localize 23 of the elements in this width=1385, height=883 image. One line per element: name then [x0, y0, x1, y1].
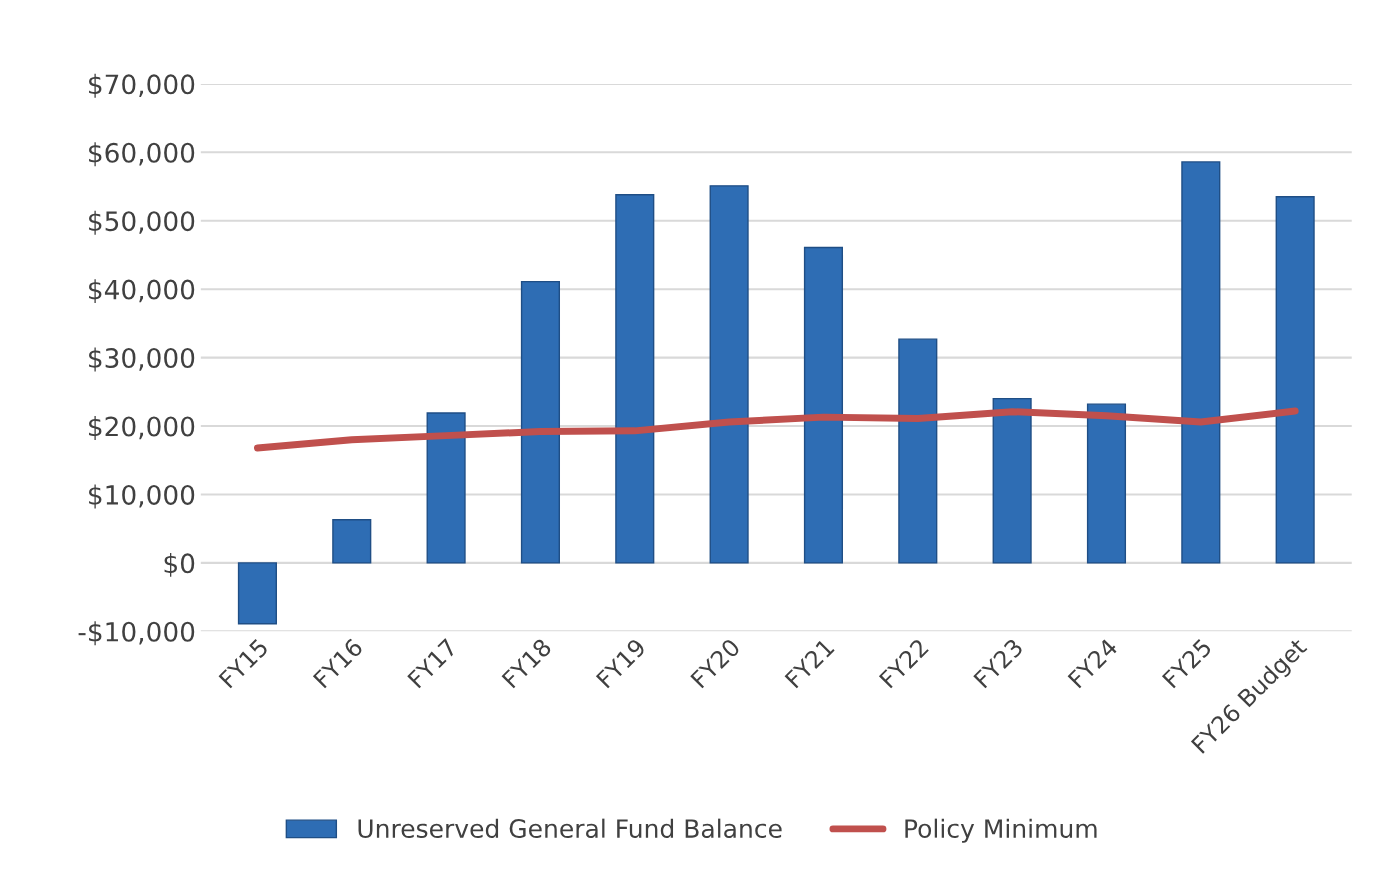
bar: [615, 194, 655, 564]
bar: [1086, 403, 1127, 564]
bar: [1275, 196, 1315, 564]
bar: [898, 338, 938, 564]
legend-label: Policy Minimum: [905, 818, 1097, 843]
y-tick-label: $0: [164, 552, 195, 577]
legend-label: Unreserved General Fund Balance: [358, 818, 782, 838]
y-tick-label: $70,000: [89, 73, 195, 98]
y-tick-label: $10,000: [89, 484, 195, 509]
bar: [803, 246, 844, 564]
bar: [1181, 161, 1221, 564]
bar: [332, 519, 372, 564]
bar: [426, 412, 466, 564]
bar: [520, 280, 561, 564]
y-tick-label: $50,000: [89, 210, 195, 235]
bar: [709, 185, 749, 564]
bar: [992, 397, 1032, 564]
y-tick-label: $30,000: [89, 347, 195, 372]
bar: [237, 562, 277, 625]
y-tick-label: -$10,000: [78, 621, 195, 646]
y-tick-label: $60,000: [89, 142, 195, 167]
y-tick-label: $40,000: [89, 279, 195, 304]
y-tick-label: $20,000: [89, 416, 195, 440]
